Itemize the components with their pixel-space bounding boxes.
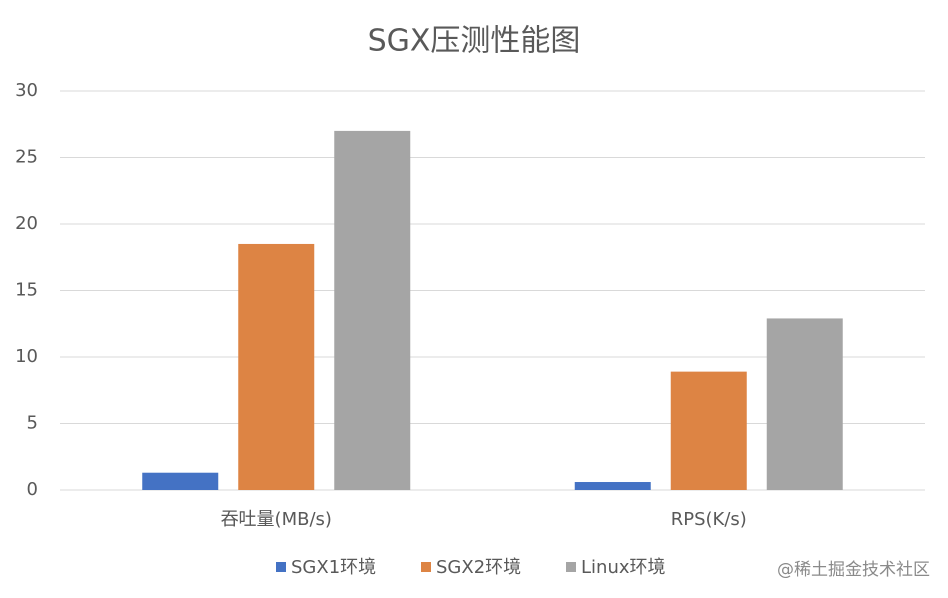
y-tick-label: 0 xyxy=(27,479,38,500)
y-tick-label: 25 xyxy=(15,147,38,168)
y-tick-label: 5 xyxy=(27,413,38,434)
legend-swatch xyxy=(421,562,431,572)
y-tick-label: 30 xyxy=(15,80,38,101)
bar xyxy=(574,482,651,490)
bar xyxy=(142,472,219,490)
legend-label: SGX2环境 xyxy=(436,557,521,578)
y-tick-label: 20 xyxy=(15,213,38,234)
bar xyxy=(766,318,843,490)
watermark: @稀土掘金技术社区 xyxy=(777,560,930,580)
bar xyxy=(238,243,315,490)
legend-swatch xyxy=(276,562,286,572)
y-tick-label: 15 xyxy=(15,280,38,301)
legend-label: Linux环境 xyxy=(581,557,666,578)
x-tick-label: RPS(K/s) xyxy=(671,509,747,530)
legend-swatch xyxy=(566,562,576,572)
chart-title: SGX压测性能图 xyxy=(368,24,581,59)
bar xyxy=(670,371,747,490)
legend-label: SGX1环境 xyxy=(291,557,376,578)
y-tick-label: 10 xyxy=(15,346,38,367)
x-tick-label: 吞吐量(MB/s) xyxy=(221,509,332,530)
bar xyxy=(334,130,411,490)
